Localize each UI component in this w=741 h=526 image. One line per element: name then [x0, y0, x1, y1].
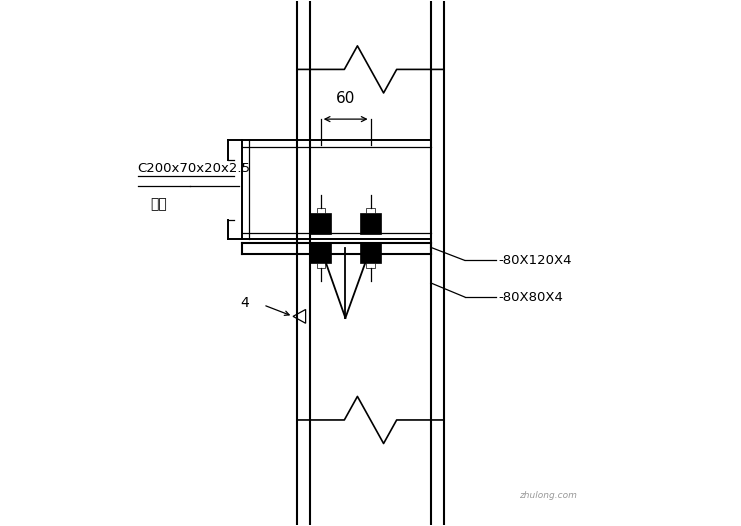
Text: -80X120X4: -80X120X4	[499, 254, 572, 267]
Text: 60: 60	[336, 91, 355, 106]
Text: -80X80X4: -80X80X4	[499, 290, 564, 304]
Text: zhulong.com: zhulong.com	[519, 491, 577, 500]
Text: C200x70x20x2.5: C200x70x20x2.5	[138, 162, 250, 175]
Bar	[360, 214, 381, 234]
Bar	[366, 263, 375, 268]
Text: 墙梁: 墙梁	[150, 197, 167, 211]
Bar	[316, 208, 325, 214]
Bar	[366, 208, 375, 214]
Bar	[310, 242, 331, 263]
Bar	[360, 242, 381, 263]
Bar	[310, 214, 331, 234]
Text: 4: 4	[240, 296, 249, 310]
Bar	[316, 263, 325, 268]
